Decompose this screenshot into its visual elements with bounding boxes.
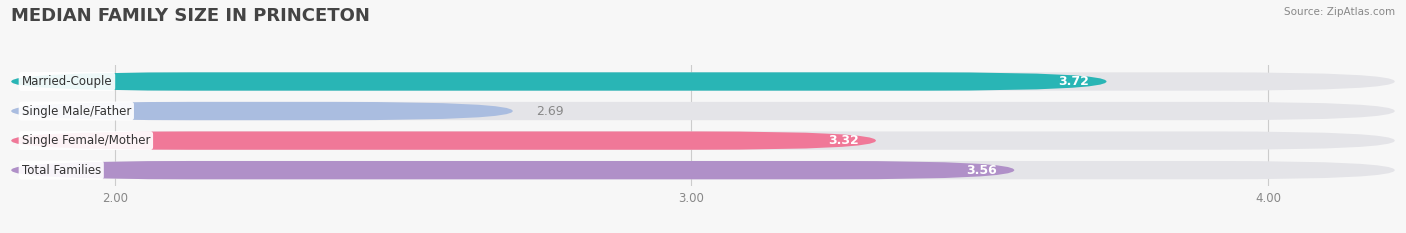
Text: 3.56: 3.56 (966, 164, 997, 177)
Text: 3.32: 3.32 (828, 134, 859, 147)
Text: Source: ZipAtlas.com: Source: ZipAtlas.com (1284, 7, 1395, 17)
FancyBboxPatch shape (11, 131, 1395, 150)
FancyBboxPatch shape (11, 131, 876, 150)
FancyBboxPatch shape (11, 161, 1395, 179)
Text: Single Female/Mother: Single Female/Mother (21, 134, 150, 147)
Text: 2.69: 2.69 (536, 105, 564, 117)
Text: Total Families: Total Families (21, 164, 101, 177)
Text: Single Male/Father: Single Male/Father (21, 105, 131, 117)
FancyBboxPatch shape (11, 102, 1395, 120)
FancyBboxPatch shape (11, 72, 1107, 91)
Text: MEDIAN FAMILY SIZE IN PRINCETON: MEDIAN FAMILY SIZE IN PRINCETON (11, 7, 370, 25)
FancyBboxPatch shape (11, 161, 1014, 179)
FancyBboxPatch shape (11, 72, 1395, 91)
Text: 3.72: 3.72 (1059, 75, 1090, 88)
FancyBboxPatch shape (11, 102, 513, 120)
Text: Married-Couple: Married-Couple (21, 75, 112, 88)
